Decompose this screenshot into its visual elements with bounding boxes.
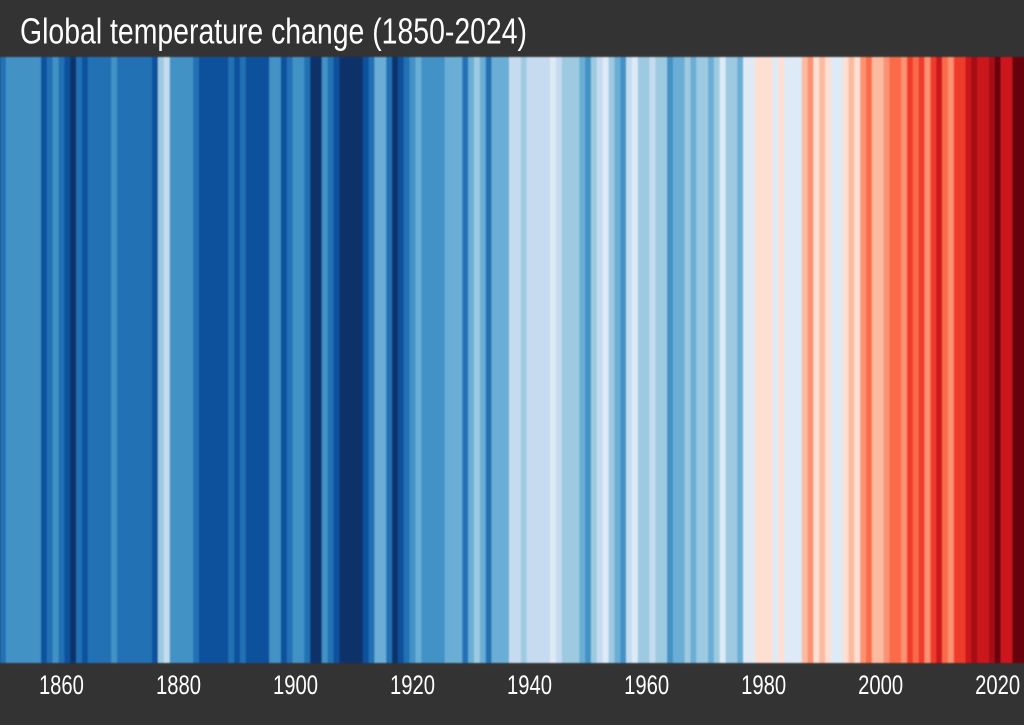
svg-text:1920: 1920 bbox=[390, 670, 435, 700]
svg-text:2020: 2020 bbox=[975, 670, 1020, 700]
svg-text:Global temperature change (185: Global temperature change (1850-2024) bbox=[20, 11, 527, 52]
svg-text:1940: 1940 bbox=[507, 670, 552, 700]
svg-text:1960: 1960 bbox=[624, 670, 669, 700]
svg-text:1860: 1860 bbox=[39, 670, 84, 700]
svg-text:1880: 1880 bbox=[156, 670, 201, 700]
svg-text:2000: 2000 bbox=[858, 670, 903, 700]
svg-text:1980: 1980 bbox=[741, 670, 786, 700]
svg-text:1900: 1900 bbox=[273, 670, 318, 700]
